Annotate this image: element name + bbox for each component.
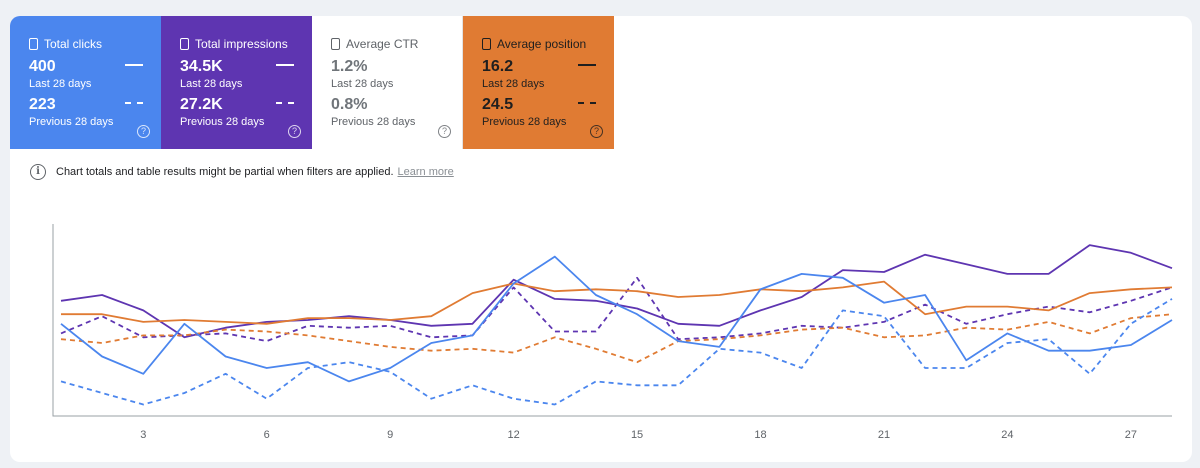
x-tick-label: 18 — [754, 429, 766, 441]
x-tick-label: 3 — [140, 429, 146, 441]
x-tick-label: 27 — [1125, 429, 1137, 441]
learn-more-link[interactable]: Learn more — [397, 166, 454, 178]
card-label: Average position — [497, 37, 587, 51]
metric-cards: Total clicks 400 Last 28 days 223 Previo… — [10, 16, 614, 149]
help-icon[interactable]: ? — [438, 125, 451, 138]
x-tick-label: 24 — [1001, 429, 1013, 441]
info-icon: i — [30, 164, 46, 180]
checkbox-icon[interactable] — [331, 38, 340, 50]
series-line-0 — [60, 244, 1173, 339]
average-ctr-card[interactable]: Average CTR 1.2% Last 28 days 0.8% Previ… — [312, 16, 463, 149]
x-tick-label: 6 — [264, 429, 270, 441]
performance-line-chart: 3 6 9 12 15 18 21 24 27 — [52, 224, 1173, 441]
current-value: 34.5K — [180, 58, 223, 75]
x-tick-label: 12 — [508, 429, 520, 441]
card-header: Average CTR — [331, 37, 418, 51]
current-value: 16.2 — [482, 58, 514, 75]
total-clicks-card[interactable]: Total clicks 400 Last 28 days 223 Previo… — [10, 16, 161, 149]
notice-text: Chart totals and table results might be … — [56, 166, 394, 178]
previous-period: Previous 28 days — [29, 116, 114, 128]
previous-period: Previous 28 days — [180, 116, 265, 128]
solid-line-legend-icon — [125, 64, 143, 66]
solid-line-legend-icon — [578, 64, 596, 66]
previous-value: 27.2K — [180, 96, 223, 113]
previous-period: Previous 28 days — [482, 116, 567, 128]
help-icon[interactable]: ? — [137, 125, 150, 138]
current-period: Last 28 days — [29, 78, 92, 90]
chart-axis — [52, 224, 1172, 417]
current-period: Last 28 days — [482, 78, 545, 90]
performance-panel: Total clicks 400 Last 28 days 223 Previo… — [10, 16, 1192, 462]
checkbox-icon[interactable] — [180, 38, 189, 50]
card-label: Total clicks — [44, 37, 103, 51]
dashed-line-legend-icon — [276, 102, 294, 104]
dashed-line-legend-icon — [125, 102, 143, 104]
help-icon[interactable]: ? — [288, 125, 301, 138]
previous-value: 24.5 — [482, 96, 514, 113]
previous-value: 223 — [29, 96, 56, 113]
help-icon[interactable]: ? — [590, 125, 603, 138]
card-header: Average position — [482, 37, 586, 51]
checkbox-icon[interactable] — [482, 38, 491, 50]
card-header: Total clicks — [29, 37, 102, 51]
series-line-4 — [60, 255, 1173, 383]
series-line-2 — [61, 280, 1173, 325]
card-header: Total impressions — [180, 37, 288, 51]
card-label: Average CTR — [346, 37, 419, 51]
x-tick-label: 9 — [387, 429, 393, 441]
dashed-line-legend-icon — [578, 102, 596, 104]
solid-line-legend-icon — [276, 64, 294, 66]
average-position-card[interactable]: Average position 16.2 Last 28 days 24.5 … — [463, 16, 614, 149]
current-value: 1.2% — [331, 58, 368, 75]
checkbox-icon[interactable] — [29, 38, 38, 50]
series-line-1 — [60, 276, 1173, 342]
partial-results-notice: i Chart totals and table results might b… — [30, 164, 454, 180]
current-value: 400 — [29, 58, 56, 75]
previous-period: Previous 28 days — [331, 116, 416, 128]
previous-value: 0.8% — [331, 96, 368, 113]
card-label: Total impressions — [195, 37, 288, 51]
total-impressions-card[interactable]: Total impressions 34.5K Last 28 days 27.… — [161, 16, 312, 149]
series-line-5 — [60, 298, 1173, 406]
current-period: Last 28 days — [180, 78, 243, 90]
x-tick-label: 15 — [631, 429, 643, 441]
current-period: Last 28 days — [331, 78, 394, 90]
x-tick-label: 21 — [878, 429, 890, 441]
